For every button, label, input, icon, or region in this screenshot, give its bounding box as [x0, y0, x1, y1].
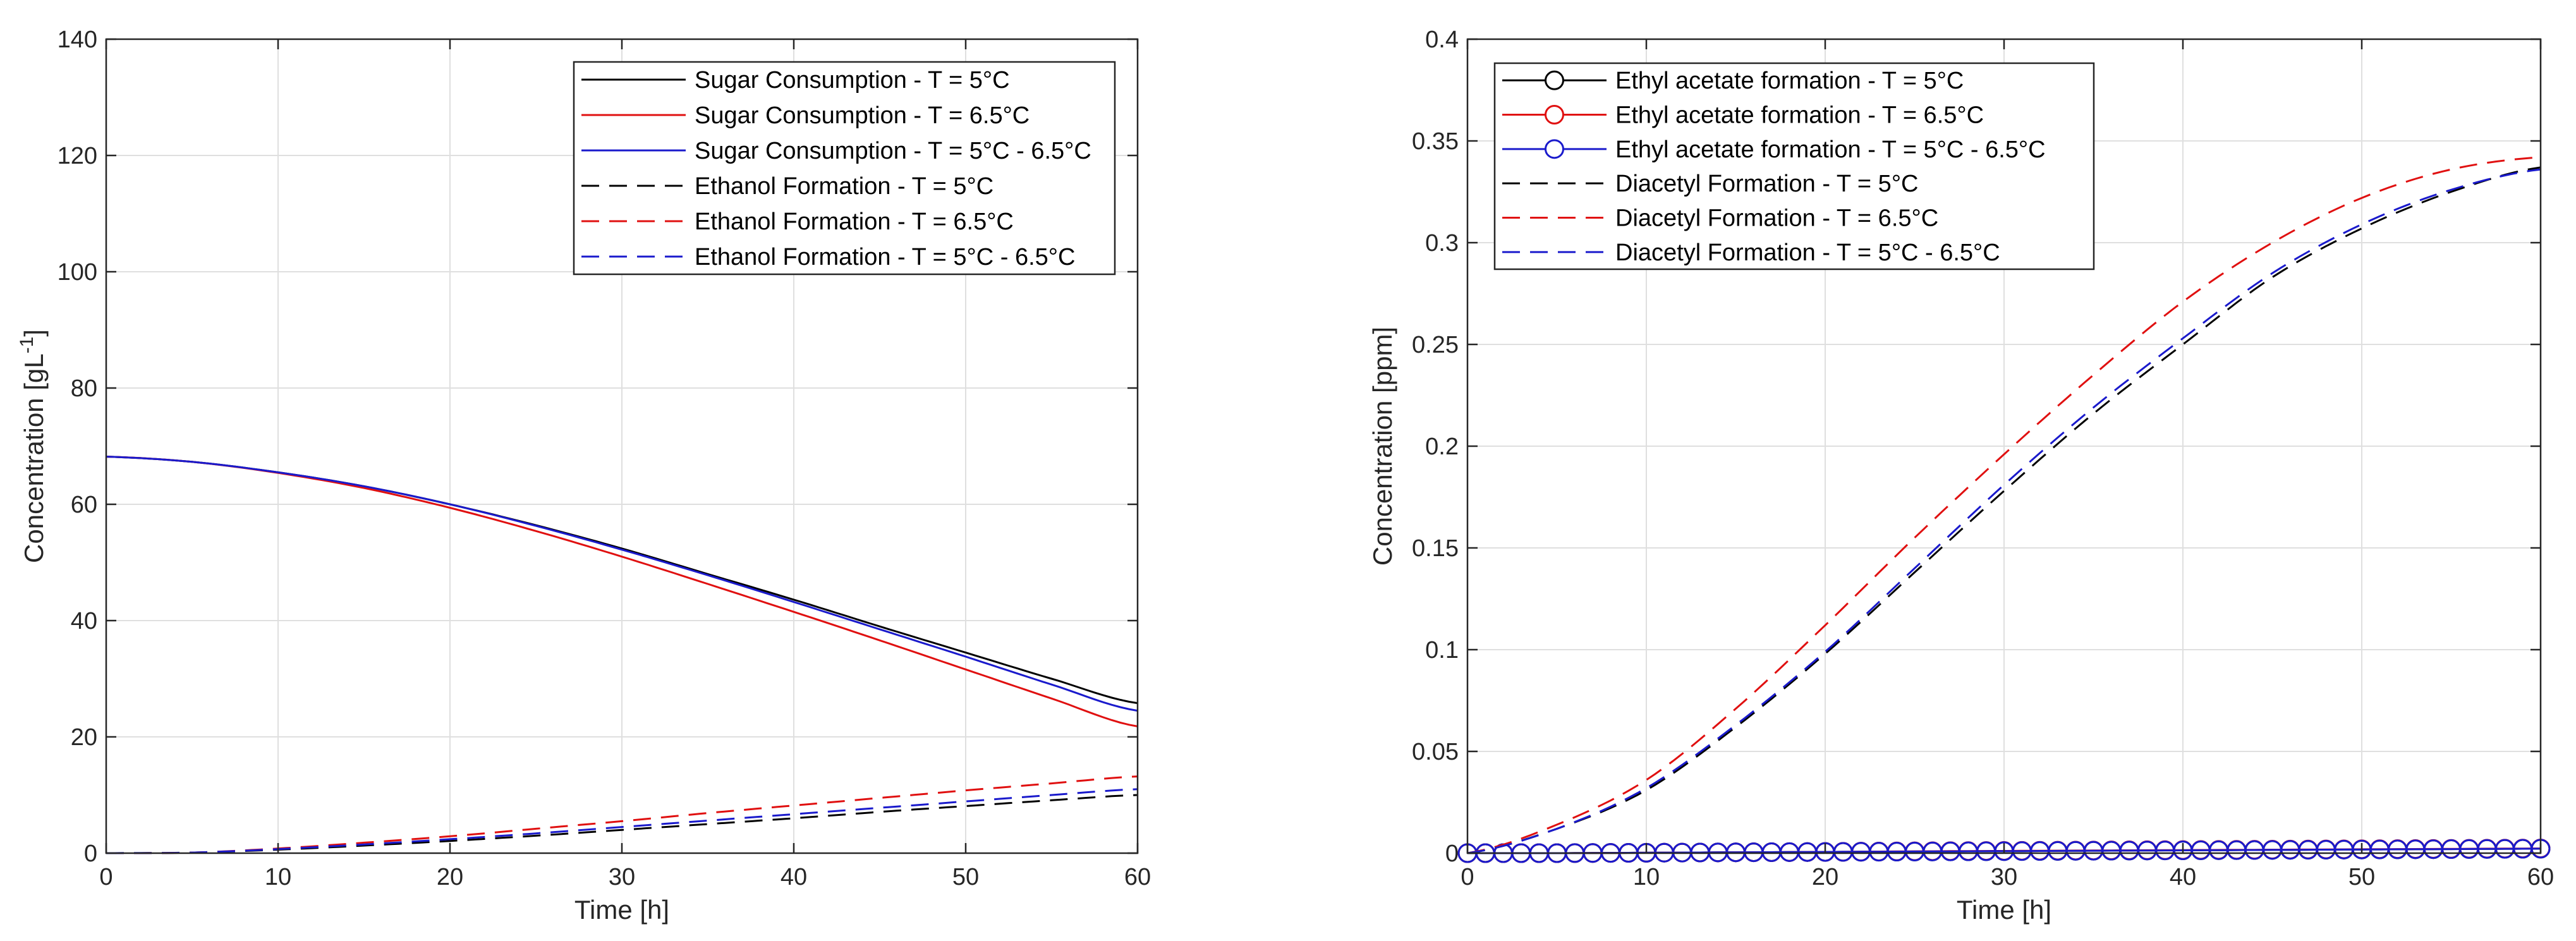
sugar-ethanol-chart: 0 10 20 30 40 50 60 0 20 40 60 80 100 120 140 Time [h]… — [16, 27, 1151, 925]
chart1-ytick-label: 0.35 — [1412, 128, 1459, 155]
chart1-ytick-label: 0 — [1445, 841, 1459, 867]
chart0-ytick-label: 60 — [71, 492, 97, 518]
chart0-xtick-label: 20 — [437, 864, 463, 890]
chart1-xtick-label: 30 — [1991, 864, 2017, 890]
chart1-legend-box — [1493, 62, 2095, 270]
chart0-legend-label: Sugar Consumption - T = 5°C — [695, 67, 1010, 94]
chart1-legend-label: Ethyl acetate formation - T = 5°C - 6.5°… — [1615, 137, 2046, 163]
chart0-ytick-label: 120 — [58, 143, 97, 169]
chart0-ytick-label: 40 — [71, 608, 97, 634]
chart1-xtick-label: 20 — [1812, 864, 1838, 890]
chart0-series-2-line — [106, 456, 1138, 712]
chart0-ylabel-sup: -1 — [16, 337, 37, 354]
chart0-legend-label: Ethanol Formation - T = 5°C — [695, 173, 993, 200]
chart0-ticks: 0 10 20 30 40 50 60 0 20 40 60 80 100 120 140 — [58, 27, 1151, 890]
chart1-legend-marker — [1545, 139, 1564, 159]
chart0-legend-label: Sugar Consumption - T = 5°C - 6.5°C — [695, 138, 1091, 164]
chart1-legend-label: Ethyl acetate formation - T = 6.5°C — [1615, 102, 1984, 129]
chart0-xtick-label: 40 — [781, 864, 807, 890]
chart0-xtick-label: 10 — [265, 864, 291, 890]
chart0-ytick-label: 20 — [71, 724, 97, 751]
chart1-legend-label: Diacetyl Formation - T = 5°C - 6.5°C — [1615, 240, 2000, 266]
chart0-ylabel-main: Concentration [gL — [19, 353, 49, 563]
chart0-legend-label: Ethanol Formation - T = 5°C - 6.5°C — [695, 244, 1075, 270]
chart1-ytick-label: 0.3 — [1425, 230, 1459, 257]
chart0-ylabel: Concentration [gL-1] — [16, 329, 49, 563]
chart1-series-4-line — [1467, 156, 2541, 854]
chart0-legend-label: Sugar Consumption - T = 6.5°C — [695, 102, 1030, 129]
chart0-legend-label: Ethanol Formation - T = 6.5°C — [695, 209, 1014, 235]
chart0-xlabel: Time [h] — [574, 895, 669, 925]
chart0-ytick-label: 0 — [84, 841, 97, 867]
chart1-xtick-label: 40 — [2170, 864, 2196, 890]
chart1-ytick-label: 0.4 — [1425, 27, 1459, 53]
chart0-ylabel-end: ] — [19, 329, 49, 337]
chart1-ytick-label: 0.1 — [1425, 637, 1459, 664]
chart1-legend: Ethyl acetate formation - T = 5°C Ethyl a… — [1493, 62, 2095, 270]
chart0-legend: Sugar Consumption - T = 5°C Sugar Consump… — [573, 61, 1116, 276]
chart1-legend-label: Diacetyl Formation - T = 5°C — [1615, 171, 1918, 197]
chart1-legend-marker — [1545, 70, 1564, 90]
chart0-legend-box — [573, 61, 1116, 276]
chart1-legend-marker — [1545, 105, 1564, 124]
chart1-legend-label: Diacetyl Formation - T = 6.5°C — [1615, 205, 1938, 232]
chart1-xtick-label: 0 — [1461, 864, 1474, 890]
chart0-ytick-label: 100 — [58, 259, 97, 286]
chart0-xtick-label: 60 — [1124, 864, 1151, 890]
chart1-legend-label: Ethyl acetate formation - T = 5°C — [1615, 68, 1964, 94]
chart0-ytick-label: 80 — [71, 375, 97, 402]
chart0-xtick-label: 50 — [952, 864, 979, 890]
chart0-ytick-label: 140 — [58, 27, 97, 53]
chart1-xtick-label: 10 — [1633, 864, 1660, 890]
chart1-ytick-label: 0.15 — [1412, 535, 1459, 562]
chart1-ytick-label: 0.05 — [1412, 739, 1459, 765]
chart1-ytick-label: 0.2 — [1425, 434, 1459, 460]
chart0-xtick-label: 0 — [99, 864, 112, 890]
chart1-xtick-label: 50 — [2348, 864, 2375, 890]
chart1-ylabel: Concentration [ppm] — [1368, 327, 1397, 566]
chart0-xtick-label: 30 — [609, 864, 635, 890]
ethyl-diacetyl-chart: 0 10 20 30 40 50 60 0 0.05 0.1 0.15 0.2 0.25 0.3 0.35 0… — [1368, 27, 2554, 925]
chart1-xlabel: Time [h] — [1957, 895, 2051, 925]
chart1-xtick-label: 60 — [2527, 864, 2554, 890]
chart1-ytick-label: 0.25 — [1412, 332, 1459, 358]
chart1-ticks: 0 10 20 30 40 50 60 0 0.05 0.1 0.15 0.2 0.25 0.3 0.35 0… — [1412, 27, 2554, 890]
